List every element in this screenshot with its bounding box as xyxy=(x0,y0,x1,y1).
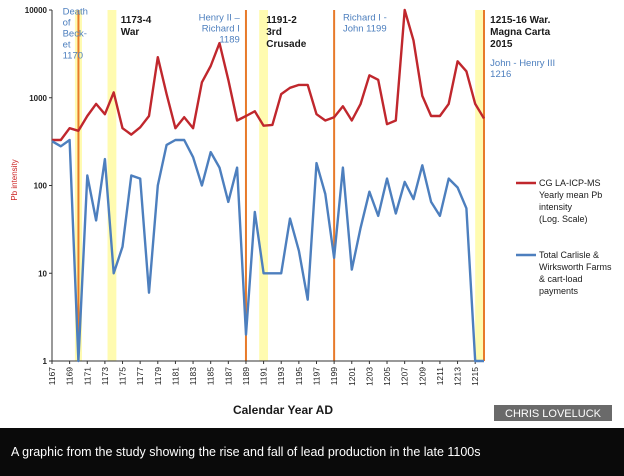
legend-label: Yearly mean Pb xyxy=(539,190,602,200)
y-tick-label: 10000 xyxy=(25,6,48,15)
x-tick-label: 1193 xyxy=(276,367,286,386)
legend-label: (Log. Scale) xyxy=(539,214,588,224)
x-tick-label: 1169 xyxy=(65,367,75,386)
x-tick-label: 1175 xyxy=(118,367,128,386)
annotation-text: War xyxy=(121,27,140,38)
series-line-pb-intensity xyxy=(52,8,486,142)
x-tick-label: 1183 xyxy=(188,367,198,386)
x-tick-label: 1185 xyxy=(206,367,216,386)
annotation-text: 2015 xyxy=(490,39,513,50)
annotation-text: 3rd xyxy=(266,27,282,38)
x-tick-label: 1181 xyxy=(170,367,180,386)
annotation-text: Beck- xyxy=(63,28,87,39)
annotation-text: 1170 xyxy=(63,50,83,61)
event-lines xyxy=(77,10,485,361)
caption-text: A graphic from the study showing the ris… xyxy=(11,445,481,459)
highlight-band xyxy=(475,10,484,361)
legend-label: Wirksworth Farms xyxy=(539,262,612,272)
x-tick-label: 1171 xyxy=(82,367,92,386)
annotation-text: Richard I xyxy=(202,24,240,35)
y-tick-label: 10 xyxy=(38,269,47,278)
legend-label: & cart-load xyxy=(539,274,583,284)
highlight-band xyxy=(259,10,268,361)
y-tick-label: 1 xyxy=(43,357,48,366)
annotation-text: 1173-4 xyxy=(121,15,152,26)
x-tick-label: 1209 xyxy=(417,367,427,386)
annotation-text: John 1199 xyxy=(343,24,387,35)
x-tick-label: 1195 xyxy=(294,367,304,386)
legend-label: intensity xyxy=(539,202,573,212)
annotation-text: Henry II – xyxy=(199,13,241,24)
y-tick-label: 1000 xyxy=(29,94,47,103)
annotation-text: 1215-16 War. xyxy=(490,15,550,26)
x-tick-label: 1177 xyxy=(135,367,145,386)
credit-badge xyxy=(494,405,612,421)
highlight-bands xyxy=(74,10,484,361)
x-tick-label: 1199 xyxy=(329,367,339,386)
x-tick-label: 1179 xyxy=(153,367,163,386)
x-tick-label: 1205 xyxy=(382,367,392,386)
x-tick-label: 1203 xyxy=(364,367,374,386)
annotation-text: Richard I - xyxy=(343,13,387,24)
annotation-text: of xyxy=(63,17,71,28)
annotation-text: 1189 xyxy=(219,35,239,46)
legend-label: payments xyxy=(539,286,579,296)
x-tick-label: 1167 xyxy=(47,367,57,386)
annotation-text: Magna Carta xyxy=(490,27,550,38)
highlight-band xyxy=(107,10,117,361)
x-tick-label: 1211 xyxy=(435,367,445,386)
x-tick-label: 1197 xyxy=(311,367,321,386)
annotation-text: 1191-2 xyxy=(266,15,297,26)
series-line-farms-payments xyxy=(51,138,484,363)
caption-bar: A graphic from the study showing the ris… xyxy=(0,428,624,476)
annotation-text: Crusade xyxy=(266,39,306,50)
series-lines xyxy=(51,8,486,363)
x-tick-label: 1215 xyxy=(470,367,480,386)
x-tick-label: 1187 xyxy=(223,367,233,386)
annotation-text: 1216 xyxy=(490,69,511,80)
annotation-text: John - Henry III xyxy=(490,58,555,69)
x-tick-label: 1201 xyxy=(347,367,357,386)
x-tick-label: 1189 xyxy=(241,367,251,386)
x-tick-label: 1173 xyxy=(100,367,110,386)
annotation-text: et xyxy=(63,39,71,50)
y-tick-label: 100 xyxy=(34,182,48,191)
x-tick-label: 1213 xyxy=(453,367,463,386)
credit-text: CHRIS LOVELUCK xyxy=(505,408,602,420)
x-tick-label: 1191 xyxy=(259,367,269,386)
annotation-text: Death xyxy=(63,6,88,17)
legend-label: Total Carlisle & xyxy=(539,250,599,260)
legend-label: CG LA-ICP-MS xyxy=(539,178,601,188)
legend: CG LA-ICP-MS Yearly mean Pb intensity (Log.… xyxy=(516,178,612,296)
x-axis-label: Calendar Year AD xyxy=(233,403,333,417)
y-axis-label: Pb intensity xyxy=(10,159,19,200)
x-tick-label: 1207 xyxy=(400,367,410,386)
